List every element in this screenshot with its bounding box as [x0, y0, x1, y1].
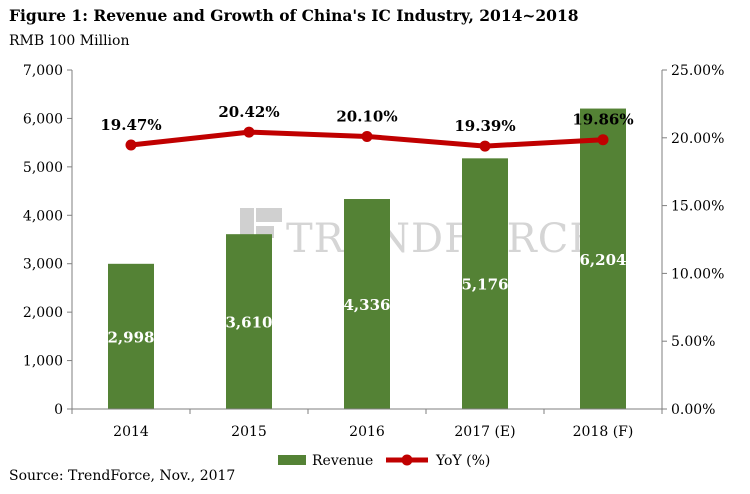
- yoy-data-label: 20.10%: [336, 107, 397, 125]
- yoy-data-label: 19.39%: [454, 117, 515, 135]
- right-y-tick-label: 5.00%: [671, 334, 715, 350]
- yoy-point: [125, 139, 137, 151]
- left-y-tick-label: 4,000: [23, 208, 63, 224]
- left-y-tick-label: 7,000: [23, 63, 63, 79]
- legend-revenue-label: Revenue: [312, 453, 373, 469]
- revenue-data-label: 6,204: [580, 251, 627, 269]
- x-tick-label: 2018 (F): [573, 424, 634, 440]
- right-y-tick-label: 15.00%: [671, 199, 724, 215]
- x-tick-label: 2015: [231, 424, 267, 440]
- yoy-point: [479, 140, 491, 152]
- x-tick-label: 2014: [113, 424, 149, 440]
- legend-revenue-swatch: [278, 455, 306, 465]
- revenue-bar: [108, 263, 154, 409]
- right-y-tick-label: 10.00%: [671, 266, 724, 282]
- yoy-point: [361, 130, 373, 142]
- x-tick-label: 2016: [349, 424, 385, 440]
- yoy-point: [597, 134, 609, 146]
- right-y-tick-label: 20.00%: [671, 131, 724, 147]
- legend-yoy-marker: [401, 454, 413, 466]
- source-note: Source: TrendForce, Nov., 2017: [9, 468, 236, 484]
- left-y-tick-label: 1,000: [23, 354, 63, 370]
- right-y-tick-label: 0.00%: [671, 402, 715, 418]
- revenue-data-label: 4,336: [344, 296, 391, 314]
- left-y-tick-label: 5,000: [23, 160, 63, 176]
- yoy-data-label: 19.47%: [100, 116, 161, 134]
- left-axis-unit-label: RMB 100 Million: [9, 33, 130, 49]
- revenue-data-label: 2,998: [108, 328, 155, 346]
- chart-title: Figure 1: Revenue and Growth of China's …: [9, 6, 579, 25]
- watermark-text: TRENDFORCE: [286, 216, 600, 262]
- revenue-data-label: 5,176: [462, 276, 509, 294]
- left-y-tick-label: 0: [54, 402, 63, 418]
- revenue-bar: [344, 199, 390, 409]
- yoy-data-label: 19.86%: [572, 111, 633, 129]
- left-y-tick-label: 6,000: [23, 111, 63, 127]
- revenue-bar: [462, 158, 508, 409]
- legend-yoy-label: YoY (%): [435, 453, 490, 469]
- left-y-tick-label: 3,000: [23, 257, 63, 273]
- revenue-data-label: 3,610: [226, 314, 273, 332]
- revenue-bar: [226, 234, 272, 409]
- trendforce-watermark-logo: TRENDFORCE: [240, 208, 600, 262]
- watermark-logo-bar: [256, 208, 282, 222]
- yoy-point: [243, 126, 255, 138]
- revenue-bar: [580, 108, 626, 410]
- right-y-tick-label: 25.00%: [671, 63, 724, 79]
- left-y-tick-label: 2,000: [23, 305, 63, 321]
- yoy-data-label: 20.42%: [218, 103, 279, 121]
- x-tick-label: 2017 (E): [454, 424, 515, 440]
